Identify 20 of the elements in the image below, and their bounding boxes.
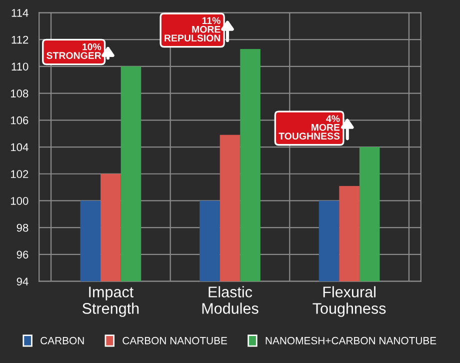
legend-label: NANOMESH+CARBON NANOTUBE — [266, 336, 436, 344]
annotation: 11% MORE REPULSION — [164, 17, 220, 42]
y-tick-label: 106 — [10, 116, 28, 124]
y-tick-label: 114 — [12, 9, 28, 17]
y-tick-label: 100 — [10, 197, 28, 205]
y-tick-label: 104 — [10, 143, 28, 152]
x-tick-label: Elastic Modules — [202, 286, 258, 314]
y-tick-label: 98 — [16, 224, 28, 232]
x-tick-label: Flexural Toughness — [312, 286, 386, 317]
y-tick-label: 96 — [16, 250, 28, 259]
legend-label: CARBON NANOTUBE — [122, 336, 228, 344]
legend-label: CARBON — [40, 336, 84, 344]
annotation: 10% STRONGER — [46, 43, 102, 59]
y-tick-label: 102 — [10, 170, 28, 178]
annotation: 4% MORE TOUGHNESS — [278, 115, 340, 140]
y-tick-label: 110 — [12, 62, 28, 71]
y-tick-label: 112 — [12, 36, 28, 44]
y-tick-label: 108 — [10, 90, 28, 98]
y-tick-label: 94 — [16, 278, 28, 286]
x-tick-label: Impact Strength — [82, 286, 139, 317]
